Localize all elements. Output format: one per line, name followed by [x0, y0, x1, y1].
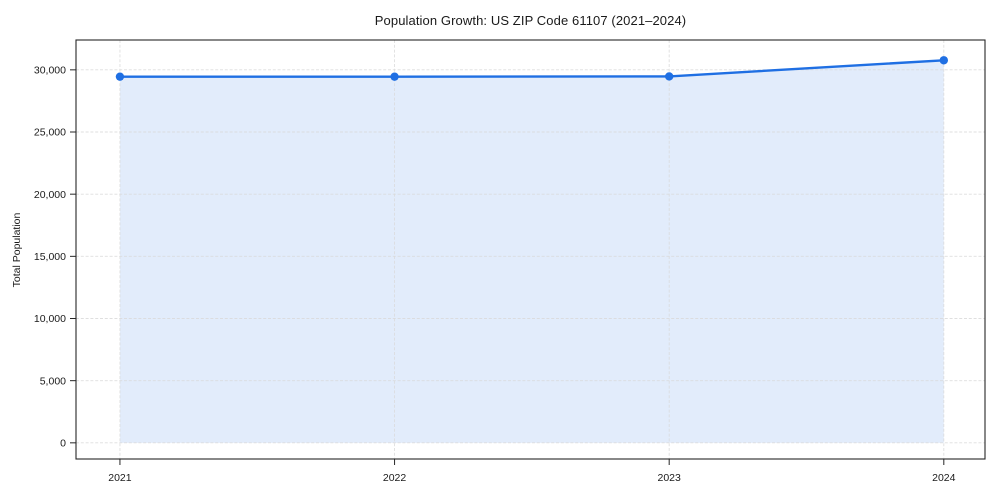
area-fill-shape — [119, 60, 944, 443]
data-point-2024 — [939, 56, 949, 65]
x-axis-ticks: 2021 2022 2023 2024 — [108, 459, 956, 484]
data-line — [118, 59, 946, 78]
plot-frame — [75, 39, 986, 460]
y-tick-label: 20,000 — [34, 189, 66, 201]
y-tick-label: 0 — [60, 437, 66, 449]
gridlines — [76, 40, 985, 459]
data-point-2022 — [390, 72, 399, 81]
x-tick-label: 2024 — [932, 472, 956, 484]
data-point-2021 — [115, 72, 125, 81]
data-point-2023 — [664, 72, 674, 81]
x-tick-label: 2022 — [383, 472, 407, 484]
chart-title: Population Growth: US ZIP Code 61107 (20… — [374, 13, 687, 28]
plot-background — [76, 40, 985, 459]
y-tick-label: 30,000 — [34, 64, 66, 76]
data-points — [115, 56, 949, 81]
x-tick-label: 2021 — [108, 472, 132, 484]
y-tick-label: 25,000 — [34, 127, 66, 139]
y-tick-label: 10,000 — [34, 313, 66, 325]
y-axis-ticks: 0 5,000 10,000 15,000 20,000 25,000 30,000 — [34, 64, 76, 449]
x-tick-label: 2023 — [658, 472, 682, 484]
y-tick-label: 5,000 — [40, 375, 66, 387]
area-fill — [119, 60, 944, 443]
y-tick-label: 15,000 — [34, 251, 66, 263]
